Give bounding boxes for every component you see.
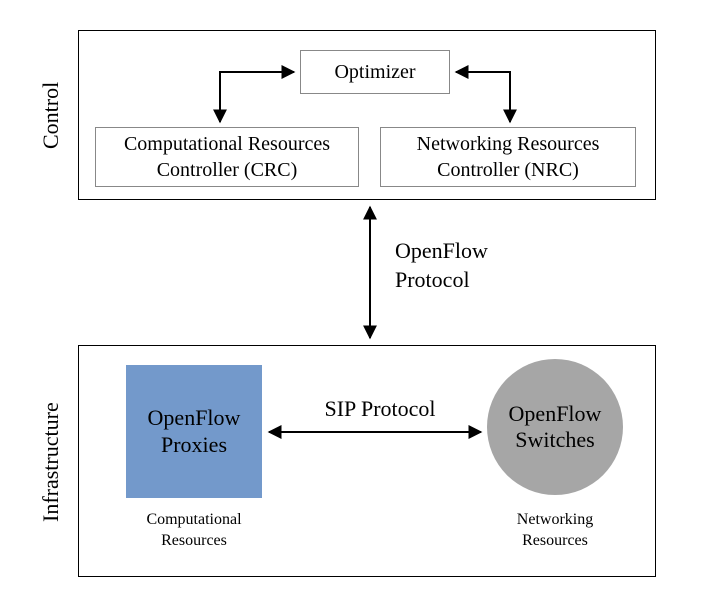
nrc-line1: Networking Resources	[417, 131, 600, 157]
switches-line1: OpenFlow	[509, 401, 602, 427]
nrc-line2: Controller (NRC)	[437, 157, 579, 183]
switches-sub1: Networking	[517, 511, 593, 528]
switches-node: OpenFlow Switches	[487, 359, 623, 495]
proxies-sub1: Computational	[146, 511, 241, 528]
optimizer-node: Optimizer	[300, 50, 450, 94]
nrc-node: Networking Resources Controller (NRC)	[380, 127, 636, 187]
switches-sublabel: Networking Resources	[487, 510, 623, 552]
optimizer-label: Optimizer	[334, 59, 415, 85]
control-label-text: Control	[38, 82, 63, 149]
proxies-line2: Proxies	[161, 432, 227, 458]
sip-protocol-label: SIP Protocol	[300, 395, 460, 424]
sip-label-text: SIP Protocol	[324, 396, 435, 421]
proxies-sub2: Resources	[161, 532, 227, 549]
infra-layer-label: Infrastructure	[38, 360, 64, 565]
openflow-protocol-label: OpenFlow Protocol	[395, 237, 535, 294]
infra-label-text: Infrastructure	[38, 403, 63, 523]
proxies-node: OpenFlow Proxies	[126, 365, 262, 498]
openflow-line2: Protocol	[395, 267, 470, 292]
proxies-sublabel: Computational Resources	[126, 510, 262, 552]
crc-line2: Controller (CRC)	[157, 157, 298, 183]
control-layer-label: Control	[38, 48, 64, 183]
crc-line1: Computational Resources	[124, 131, 330, 157]
proxies-line1: OpenFlow	[148, 405, 241, 431]
crc-node: Computational Resources Controller (CRC)	[95, 127, 359, 187]
switches-sub2: Resources	[522, 532, 588, 549]
switches-line2: Switches	[515, 427, 594, 453]
openflow-line1: OpenFlow	[395, 238, 488, 263]
